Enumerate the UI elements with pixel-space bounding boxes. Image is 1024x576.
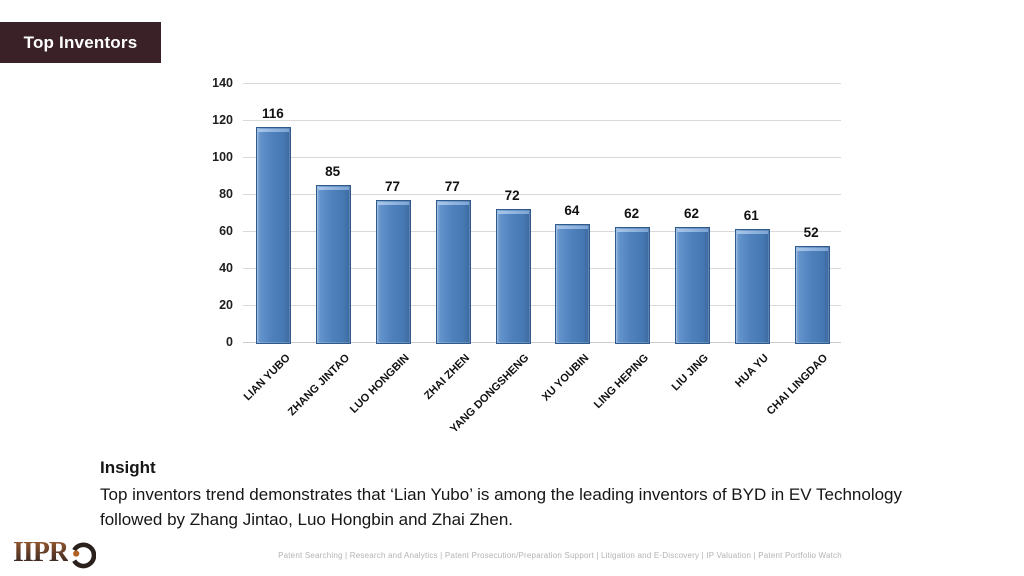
x-axis-label: LUO HONGBIN <box>348 352 412 416</box>
bar-value-label: 64 <box>564 202 580 218</box>
x-axis-label: ZHANG JINTAO <box>285 352 353 419</box>
bar-value-label: 77 <box>444 178 460 194</box>
gridline <box>243 120 841 121</box>
bar <box>256 127 292 344</box>
logo-text: IIPR <box>13 537 69 568</box>
x-axis-label: XU YOUBIN <box>539 352 592 404</box>
slide-title: Top Inventors <box>23 32 138 52</box>
slide-title-box: Top Inventors <box>0 22 161 63</box>
bar-value-label: 116 <box>262 106 284 122</box>
gridline <box>243 194 841 195</box>
y-axis-label: 60 <box>219 224 233 238</box>
x-axis-label: HUA YU <box>732 352 771 390</box>
x-axis-label: LIU JING <box>669 352 711 394</box>
iipro-logo: IIPR <box>13 537 97 569</box>
y-axis-label: 40 <box>219 261 233 275</box>
gridline <box>243 268 841 269</box>
bar <box>734 229 770 344</box>
insight-text: Top inventors trend demonstrates that ‘L… <box>100 485 903 529</box>
y-axis-label: 100 <box>212 150 233 164</box>
x-axis-label: CHAI LINGDAO <box>765 352 831 418</box>
x-axis-label: LING HEPING <box>592 352 652 412</box>
bar <box>316 184 352 345</box>
y-axis-label: 140 <box>212 76 233 90</box>
y-axis-label: 80 <box>219 187 233 201</box>
bar <box>555 223 591 344</box>
bar <box>794 245 830 344</box>
bar <box>495 208 531 344</box>
bar-value-label: 62 <box>624 206 640 222</box>
footer-services: Patent Searching | Research and Analytic… <box>278 551 842 560</box>
gridline <box>243 83 841 84</box>
y-axis-label: 20 <box>219 298 233 312</box>
insight-section: Insight Top inventors trend demonstrates… <box>100 458 922 532</box>
bar-value-label: 52 <box>803 224 819 240</box>
bar <box>435 199 471 344</box>
bar <box>376 199 411 344</box>
gridline <box>243 342 841 343</box>
bar-chart: 0 20 40 60 80 100 120 140 116 LIAN YUBO 85 ZHANG JI… <box>212 76 841 435</box>
x-axis-label: LIAN YUBO <box>241 352 293 404</box>
bar <box>675 227 710 344</box>
bar-value-label: 61 <box>743 208 759 224</box>
bar-value-label: 85 <box>325 163 341 179</box>
bar-value-label: 77 <box>384 178 401 194</box>
bar-value-label: 72 <box>504 187 520 203</box>
eye-ring-icon <box>72 542 97 569</box>
bar <box>615 227 651 344</box>
gridline <box>243 305 841 306</box>
x-axis-label: ZHAI ZHEN <box>421 352 472 402</box>
gridline <box>243 157 841 158</box>
y-axis-label: 0 <box>226 335 233 349</box>
insight-heading: Insight <box>100 458 156 477</box>
bar-value-label: 62 <box>683 206 700 222</box>
y-axis-label: 120 <box>212 113 233 127</box>
gridline <box>243 231 841 232</box>
